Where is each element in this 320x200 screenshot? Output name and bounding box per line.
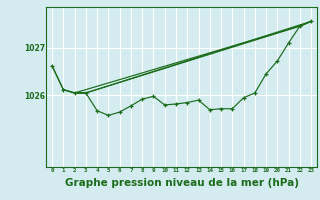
X-axis label: Graphe pression niveau de la mer (hPa): Graphe pression niveau de la mer (hPa) [65,178,299,188]
